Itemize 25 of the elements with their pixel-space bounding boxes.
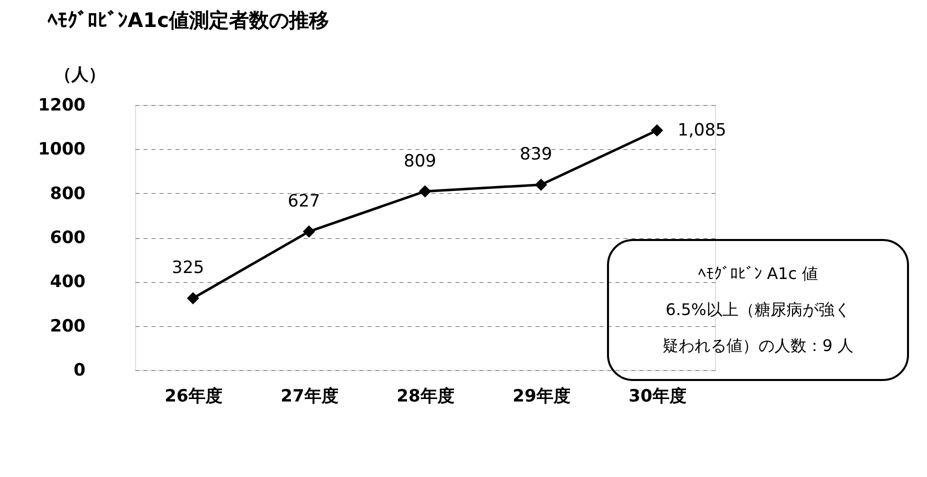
x-tick-label: 26年度 [164,386,222,406]
x-tick-label: 29年度 [512,386,570,406]
y-axis-title: （人） [54,65,106,85]
y-tick-label: 400 [50,272,86,292]
data-label: 1,085 [678,120,726,140]
point [650,124,664,137]
y-tick-label: 0 [74,360,86,380]
x-tick-label: 28年度 [396,386,454,406]
data-label: 627 [288,192,320,212]
x-tick-label: 30年度 [628,386,686,406]
y-tick-label: 600 [50,228,86,248]
x-tick-label: 27年度 [280,386,338,406]
chart-title: ﾍﾓｸﾞﾛﾋﾞﾝA1c値測定者数の推移 [48,8,329,32]
y-tick-label: 1000 [38,140,86,160]
annotation: ﾍﾓｸﾞﾛﾋﾞﾝ A1c 値 6.5%以上（糖尿病が強く疑われる値）の人数：9 人 [662,264,854,355]
point [418,185,432,198]
y-tick-label: 200 [50,316,86,336]
data-label: 839 [520,144,552,165]
point [534,178,548,191]
data-label: 325 [172,258,204,278]
y-tick-label: 1200 [38,96,86,116]
point [302,225,316,238]
point [186,292,200,304]
data-label: 809 [404,151,436,172]
y-tick-label: 800 [50,184,86,204]
